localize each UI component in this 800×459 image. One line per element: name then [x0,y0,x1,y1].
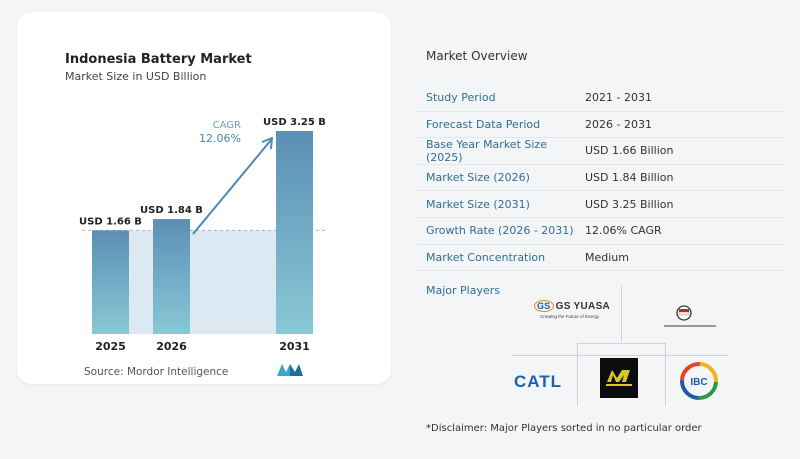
source-text: Source: Mordor Intelligence [84,366,229,378]
overview-row-value: 2021 - 2031 [585,91,652,105]
overview-row: Base Year Market Size (2025) USD 1.66 Bil… [417,138,785,165]
overview-row-label: Forecast Data Period [426,117,541,131]
ibc-logo: IBC [680,362,718,400]
bar-2031 [276,131,313,334]
chart-title: Indonesia Battery Market [65,52,252,67]
players-grid-line [511,355,729,356]
overview-row: Market Concentration Medium [417,245,785,272]
data-label-2031: USD 3.25 B [263,117,326,128]
overview-row-value: USD 3.25 Billion [585,197,674,211]
overview-row-value: USD 1.66 Billion [585,144,674,158]
gs-yuasa-logo: GS GS YUASA Creating the Future of Energy [534,300,614,332]
overview-row-value: 12.06% CAGR [585,224,662,238]
overview-row-label: Base Year Market Size (2025) [426,137,547,164]
overview-row: Study Period 2021 - 2031 [417,85,785,112]
market-overview-table: Study Period 2021 - 2031 Forecast Data Per… [417,85,785,272]
overview-row: Market Size (2026) USD 1.84 Billion [417,165,785,192]
overview-row-value: USD 1.84 Billion [585,171,674,185]
major-players-title: Major Players [426,284,500,297]
bar-2026 [153,219,190,334]
cagr-value: 12.06% [199,132,241,145]
data-label-2026: USD 1.84 B [140,205,203,216]
cagr-arrow-head [261,137,273,150]
overview-row-label: Market Concentration [426,250,546,264]
catl-logo: CATL [514,372,563,391]
category-label-2031: 2031 [279,340,310,353]
ibc-logo-text: IBC [690,377,707,388]
overview-row-value: 2026 - 2031 [585,117,652,131]
crest-emblem-logo [664,305,716,327]
disclaimer-text: *Disclaimer: Major Players sorted in no … [426,423,702,434]
category-label-2026: 2026 [156,340,187,353]
players-grid-line [621,286,622,342]
players-grid-line [577,343,578,406]
cagr-arrow-line [192,139,272,235]
chart-subtitle: Market Size in USD Billion [65,70,207,83]
black-m-brand-logo [600,358,638,398]
overview-row-value: Medium [585,250,629,264]
data-label-2025: USD 1.66 B [79,216,142,227]
overview-row-label: Study Period [426,91,496,105]
market-overview-title: Market Overview [426,49,528,63]
mordor-logo-icon [277,364,303,376]
overview-row-label: Market Size (2026) [426,171,530,185]
overview-row-label: Growth Rate (2026 - 2031) [426,224,574,238]
overview-row: Forecast Data Period 2026 - 2031 [417,112,785,139]
players-grid-line [577,343,665,344]
bar-2025 [92,230,129,334]
overview-row: Market Size (2031) USD 3.25 Billion [417,191,785,218]
gs-yuasa-tagline: Creating the Future of Energy [540,314,600,319]
players-grid-line [665,343,666,406]
overview-row-label: Market Size (2031) [426,197,530,211]
gs-yuasa-name: GS YUASA [555,301,611,312]
cagr-label: CAGR [213,120,241,131]
category-label-2025: 2025 [95,340,126,353]
overview-row: Growth Rate (2026 - 2031) 12.06% CAGR [417,218,785,245]
